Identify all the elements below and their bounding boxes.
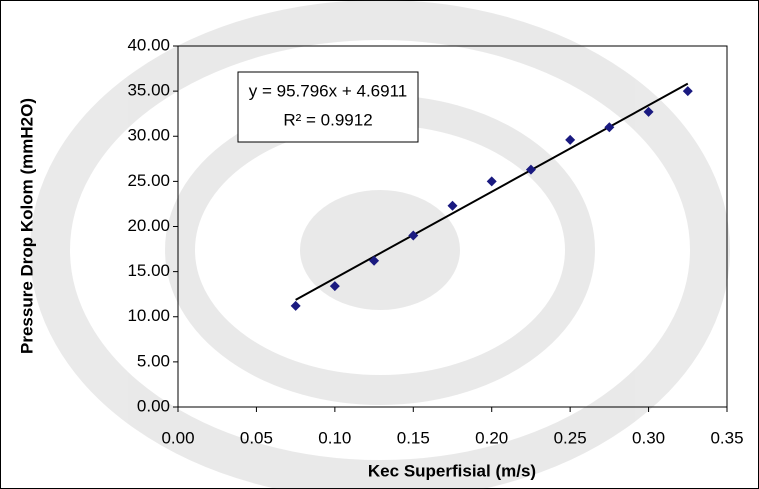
y-axis-title: Pressure Drop Kolom (mmH2O) (17, 98, 36, 354)
y-tick-label: 35.00 (127, 81, 170, 100)
x-tick-label: 0.20 (475, 428, 508, 447)
trend-equation: y = 95.796x + 4.6911 (249, 81, 407, 100)
x-tick-label: 0.15 (397, 428, 430, 447)
point (682, 86, 693, 97)
y-tick-label: 30.00 (127, 126, 170, 145)
y-tick-label: 10.00 (127, 306, 170, 325)
point (447, 200, 458, 211)
point (604, 122, 615, 133)
y-tick-label: 25.00 (127, 171, 170, 190)
x-tick-label: 0.10 (318, 428, 351, 447)
point (369, 255, 380, 266)
y-tick-label: 0.00 (137, 396, 170, 415)
point (643, 106, 654, 117)
x-tick-label: 0.25 (554, 428, 587, 447)
y-tick-label: 15.00 (127, 261, 170, 280)
x-axis-title: Kec Superfisial (m/s) (368, 461, 536, 480)
point (565, 134, 576, 145)
trendline (295, 82, 689, 301)
x-tick-label: 0.00 (161, 428, 194, 447)
y-tick-label: 40.00 (127, 35, 170, 54)
point (408, 230, 419, 241)
y-tick-label: 5.00 (137, 351, 170, 370)
y-tick-label: 20.00 (127, 216, 170, 235)
x-tick-label: 0.30 (632, 428, 665, 447)
x-tick-label: 0.35 (710, 428, 743, 447)
point (486, 176, 497, 187)
point (290, 300, 301, 311)
point (329, 281, 340, 292)
x-tick-label: 0.05 (240, 428, 273, 447)
point (525, 164, 536, 175)
trend-r2: R² = 0.9912 (283, 110, 372, 129)
equation-box (237, 71, 419, 143)
